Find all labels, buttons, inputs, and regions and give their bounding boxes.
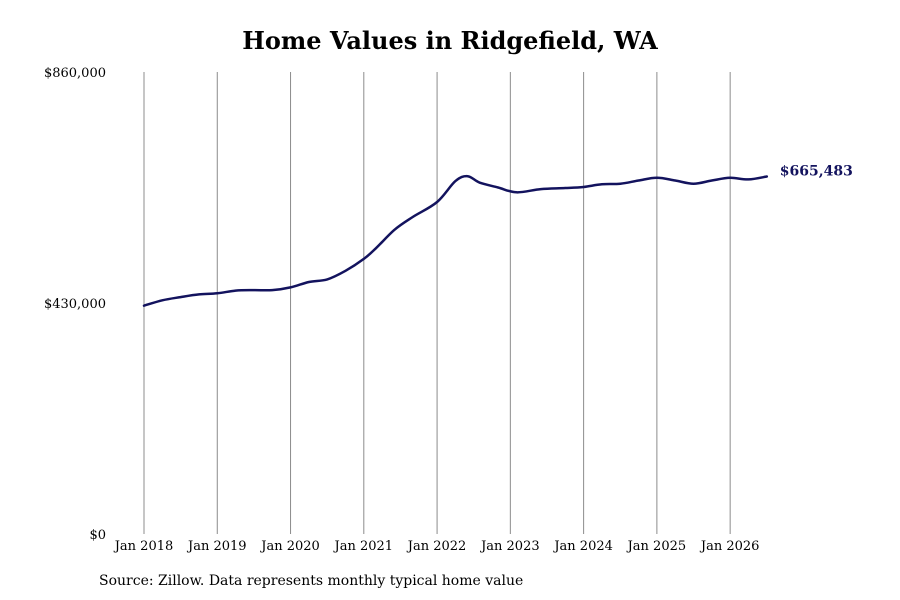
source-note: Source: Zillow. Data represents monthly …	[99, 573, 524, 589]
series-line	[142, 174, 769, 307]
x-tick-label: Jan 2023	[479, 539, 540, 554]
x-axis: Jan 2018 Jan 2019 Jan 2020 Jan 2021 Jan 2022…	[113, 539, 760, 554]
x-tick-label: Jan 2026	[699, 539, 760, 554]
x-tick-label: Jan 2025	[626, 539, 687, 554]
y-tick-label: $860,000	[44, 66, 106, 81]
y-axis: $0 $430,000 $860,000	[44, 66, 106, 543]
end-value-label: $665,483	[780, 163, 853, 179]
x-tick-label: Jan 2024	[552, 539, 613, 554]
chart-title: Home Values in Ridgefield, WA	[242, 26, 658, 55]
x-tick-label: Jan 2018	[113, 539, 174, 554]
series-layer	[142, 174, 769, 307]
x-tick-label: Jan 2019	[186, 539, 247, 554]
y-tick-label: $0	[89, 528, 106, 543]
grid-lines	[143, 72, 731, 534]
y-tick-label: $430,000	[44, 297, 106, 312]
x-tick-label: Jan 2021	[333, 539, 394, 554]
x-tick-label: Jan 2020	[259, 539, 320, 554]
x-tick-label: Jan 2022	[406, 539, 467, 554]
